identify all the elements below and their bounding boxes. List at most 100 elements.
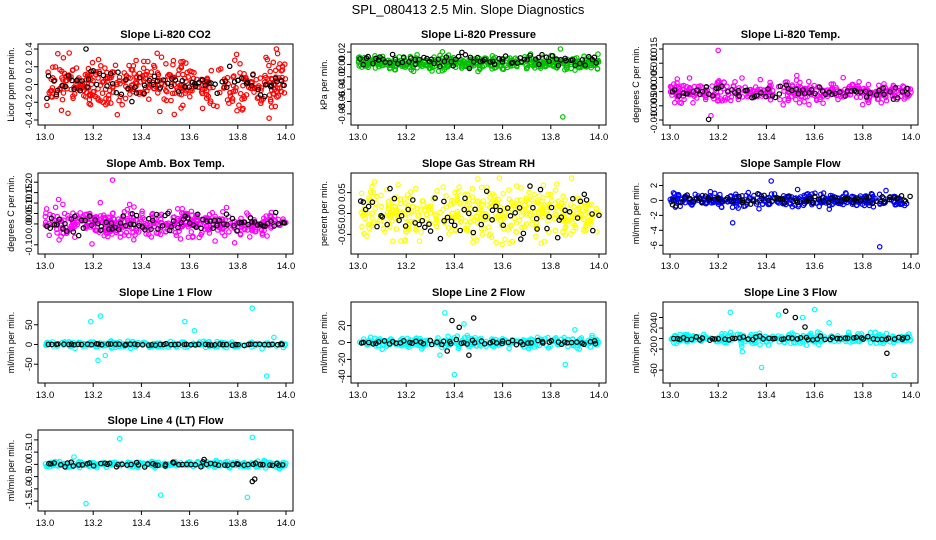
data-point-selected bbox=[54, 221, 60, 228]
data-point-selected bbox=[175, 341, 182, 348]
data-point bbox=[594, 66, 601, 72]
data-point bbox=[102, 352, 109, 359]
data-point-selected bbox=[821, 198, 827, 205]
data-point bbox=[555, 202, 562, 209]
data-point-selected bbox=[387, 59, 393, 66]
data-point-selected bbox=[777, 83, 784, 90]
data-point bbox=[60, 201, 66, 208]
data-point bbox=[799, 314, 806, 321]
data-point bbox=[458, 63, 465, 70]
data-point bbox=[883, 97, 890, 104]
data-point-selected bbox=[82, 217, 89, 224]
data-point-selected bbox=[79, 78, 85, 84]
data-point-selected bbox=[462, 195, 468, 202]
data-point-selected bbox=[265, 341, 272, 348]
data-point-selected bbox=[437, 235, 444, 242]
data-point bbox=[518, 224, 525, 231]
data-point-selected bbox=[836, 89, 843, 95]
x-tick-label: 13.4 bbox=[445, 132, 464, 143]
data-point-selected bbox=[848, 88, 855, 94]
data-point-selected bbox=[740, 334, 747, 340]
data-point bbox=[277, 61, 283, 67]
data-point bbox=[775, 312, 782, 318]
data-point-selected bbox=[739, 199, 746, 206]
data-point bbox=[97, 313, 104, 319]
data-point bbox=[553, 334, 559, 341]
data-point bbox=[718, 204, 725, 210]
data-point bbox=[759, 201, 766, 207]
data-point-selected bbox=[710, 93, 716, 99]
plot-frame bbox=[662, 43, 919, 126]
x-tick-label: 13.6 bbox=[180, 261, 199, 272]
data-point bbox=[588, 64, 595, 71]
data-point-selected bbox=[589, 211, 595, 217]
data-point bbox=[232, 88, 239, 94]
data-point bbox=[540, 182, 547, 189]
y-tick-label: -50 bbox=[24, 357, 35, 371]
data-point-selected bbox=[887, 89, 893, 95]
data-point-selected bbox=[72, 213, 78, 220]
data-point-selected bbox=[729, 335, 736, 342]
data-point bbox=[508, 222, 515, 229]
data-point bbox=[820, 100, 826, 107]
data-point-selected bbox=[238, 75, 245, 81]
data-point-selected bbox=[175, 224, 181, 231]
data-point bbox=[907, 86, 914, 92]
data-point bbox=[756, 206, 762, 212]
data-point bbox=[478, 201, 485, 208]
data-point-selected bbox=[814, 336, 821, 343]
data-point bbox=[523, 221, 530, 227]
data-point-selected bbox=[74, 77, 80, 84]
data-point-selected bbox=[77, 87, 83, 94]
panel-title: Slope Li-820 Temp. bbox=[741, 29, 840, 41]
data-point-selected bbox=[539, 51, 545, 58]
y-tick-label: 0.00 bbox=[337, 204, 348, 223]
data-point bbox=[681, 331, 688, 338]
data-point bbox=[77, 210, 84, 216]
data-point-selected bbox=[87, 213, 93, 220]
data-point-selected bbox=[745, 197, 751, 204]
data-point-selected bbox=[115, 226, 122, 233]
data-point bbox=[681, 96, 687, 103]
data-point bbox=[845, 329, 852, 336]
data-point bbox=[479, 231, 486, 238]
data-point bbox=[757, 76, 764, 83]
data-point-selected bbox=[47, 225, 54, 232]
data-point-selected bbox=[829, 195, 835, 201]
data-point bbox=[465, 221, 471, 228]
data-point-selected bbox=[235, 461, 242, 468]
data-point-selected bbox=[693, 196, 700, 202]
data-point-selected bbox=[482, 56, 488, 63]
data-point-selected bbox=[416, 56, 423, 63]
data-point-selected bbox=[694, 87, 700, 93]
data-point-selected bbox=[157, 85, 164, 91]
data-point bbox=[234, 107, 240, 114]
data-point-selected bbox=[499, 340, 505, 347]
data-point-selected bbox=[51, 460, 58, 466]
data-point bbox=[272, 67, 279, 74]
data-point bbox=[389, 238, 396, 245]
data-point bbox=[567, 202, 574, 208]
data-point-selected bbox=[750, 198, 757, 204]
data-point bbox=[797, 79, 803, 86]
data-point-selected bbox=[842, 93, 849, 99]
data-point-selected bbox=[467, 54, 474, 61]
data-point-selected bbox=[527, 183, 533, 189]
data-point bbox=[95, 56, 102, 63]
data-point bbox=[875, 82, 882, 89]
data-point-selected bbox=[549, 53, 556, 59]
data-point bbox=[212, 238, 218, 244]
y-tick-label: -0.05 bbox=[337, 224, 348, 246]
y-tick-label: -20 bbox=[649, 342, 660, 356]
data-point-selected bbox=[192, 83, 199, 90]
data-point-selected bbox=[591, 54, 598, 61]
data-point-selected bbox=[257, 461, 264, 468]
y-tick-label: 0.10 bbox=[24, 194, 35, 213]
data-point bbox=[562, 361, 569, 368]
data-point bbox=[367, 189, 374, 195]
data-point bbox=[139, 208, 145, 215]
data-point-selected bbox=[880, 85, 886, 92]
data-point bbox=[136, 89, 142, 96]
data-point bbox=[379, 346, 386, 353]
panel-title: Slope Sample Flow bbox=[740, 158, 841, 170]
